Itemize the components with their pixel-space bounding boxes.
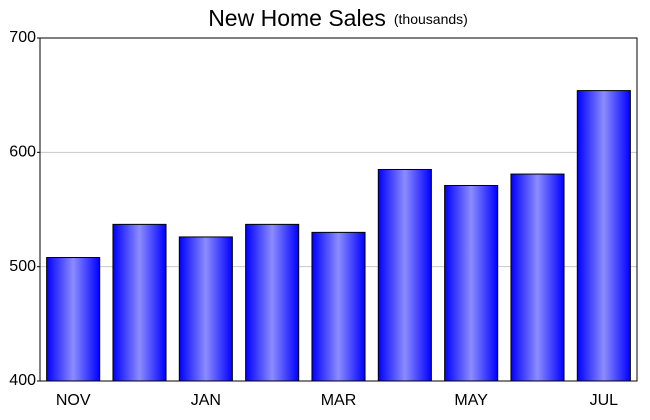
bar [576,90,631,382]
y-tick-label: 700 [9,29,36,46]
x-tick-label: MAR [321,392,357,409]
x-tick-label: JAN [191,392,221,409]
bar [510,173,565,382]
x-tick-label: MAY [454,392,488,409]
bar [444,184,499,382]
chart-title: New Home Sales [208,5,386,31]
x-tick-label: NOV [56,392,91,409]
x-tick-label: JUL [590,392,619,409]
plot-border [39,37,638,382]
bar [112,223,167,382]
chart-subtitle: (thousands) [394,11,468,27]
y-tick-label: 500 [9,258,36,275]
bar [311,231,366,382]
bar [245,223,300,382]
bar [46,257,101,382]
bar [377,168,432,382]
bar [178,236,233,382]
chart-title-group: New Home Sales (thousands) [208,5,468,31]
y-tick-label: 400 [9,372,36,389]
y-tick-label: 600 [9,144,36,161]
